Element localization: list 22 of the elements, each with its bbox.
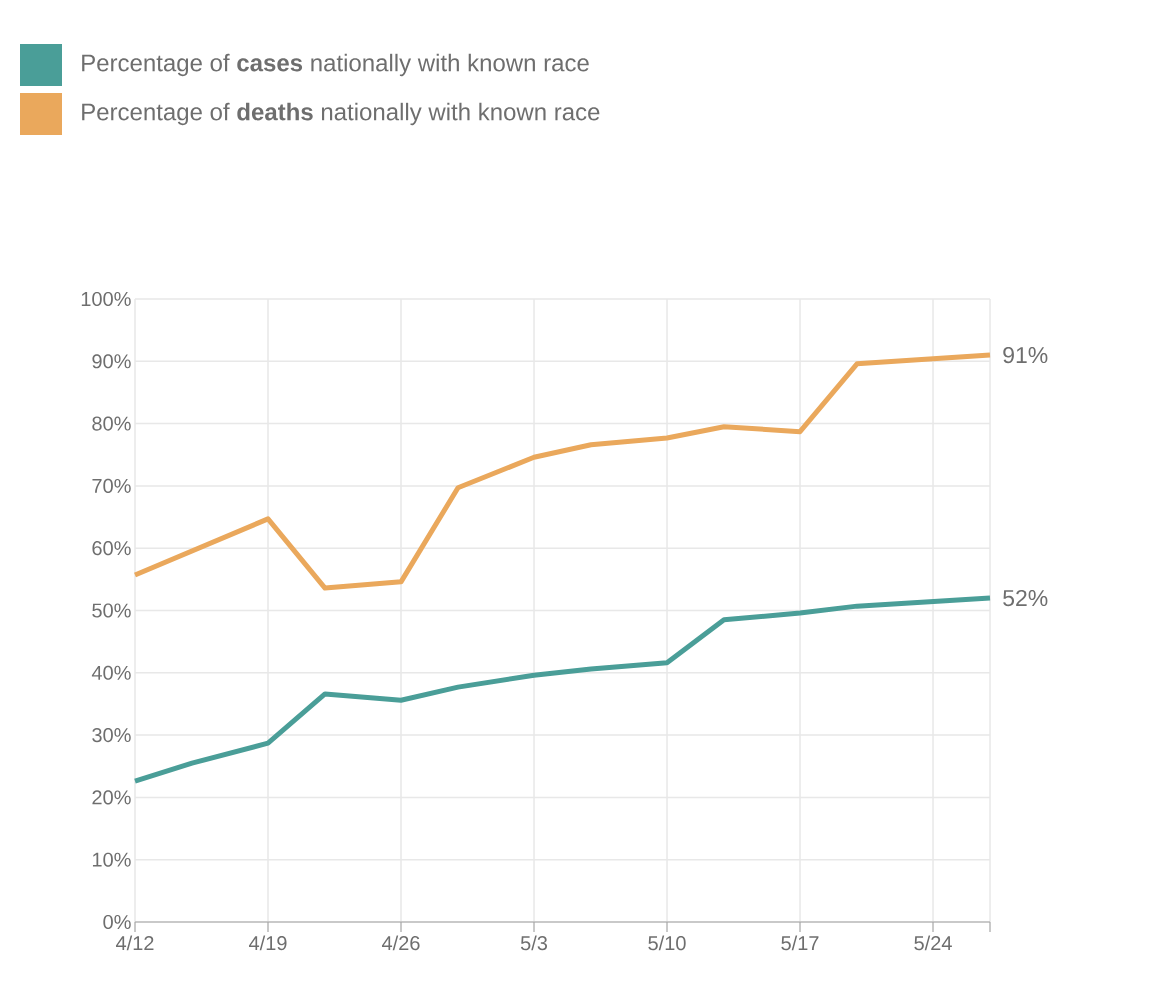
legend-label: Percentage of cases nationally with known race — [82, 53, 589, 77]
y-tick-label: 90% — [92, 354, 131, 369]
y-tick-label: 80% — [92, 416, 131, 431]
x-tick-label: 5/17 — [781, 935, 819, 951]
y-tick-label: 30% — [92, 728, 131, 743]
data-label: 91% — [1003, 346, 1048, 364]
x-tick-label: 4/19 — [248, 935, 287, 951]
y-tick-label: 70% — [92, 478, 131, 493]
x-tick-label: 4/12 — [115, 935, 154, 951]
x-tick-label: 5/24 — [914, 935, 952, 951]
y-tick-label: 100% — [81, 291, 131, 307]
y-tick-label: 10% — [92, 852, 131, 867]
y-tick-label: 20% — [92, 790, 131, 805]
y-tick-label: 40% — [91, 665, 131, 680]
y-tick-label: 0% — [103, 914, 131, 930]
x-tick-label: 5/10 — [648, 935, 686, 951]
y-tick-label: 50% — [92, 603, 131, 618]
data-label: 52% — [1003, 589, 1048, 607]
y-tick-label: 60% — [92, 541, 131, 556]
x-tick-label: 5/3 — [520, 935, 548, 951]
legend-label: Percentage of deaths nationally with known race — [82, 102, 600, 126]
x-tick-label: 4/26 — [382, 935, 420, 951]
